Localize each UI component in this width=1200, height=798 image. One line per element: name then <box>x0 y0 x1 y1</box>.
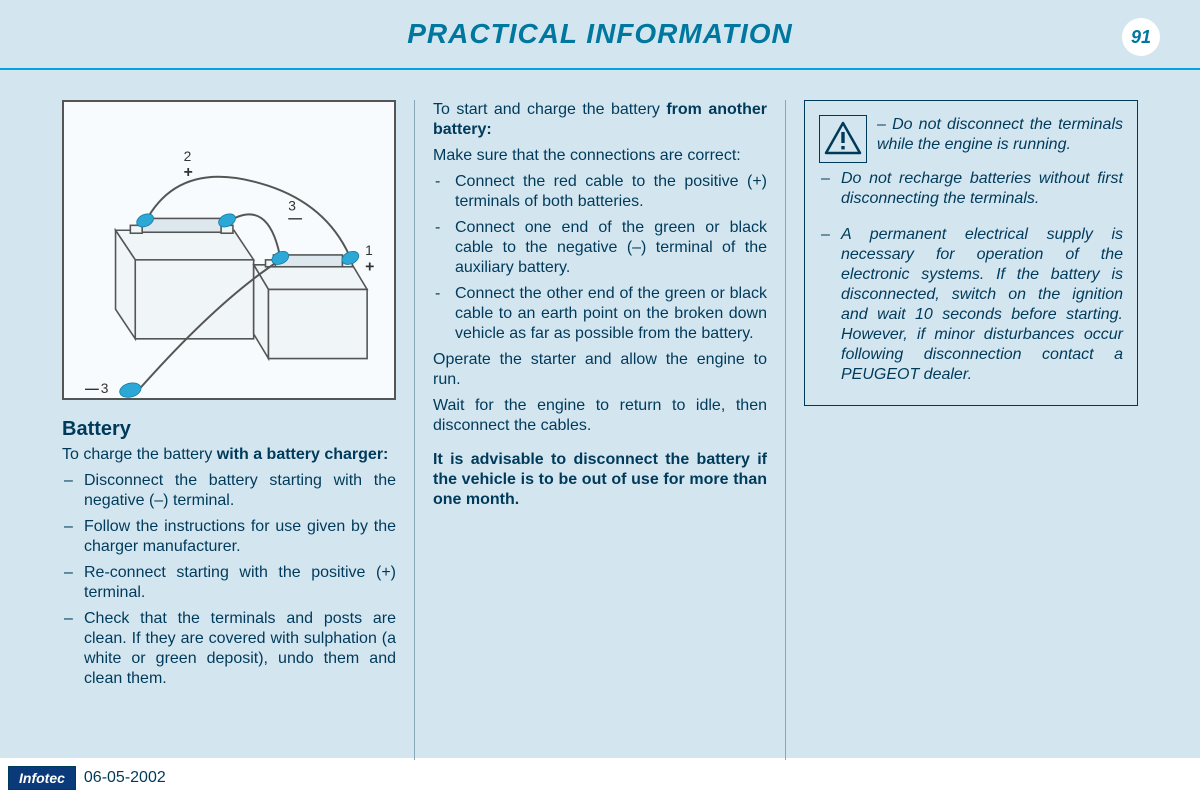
list-item: Connect one end of the green or black ca… <box>433 218 767 278</box>
col2-p2: Wait for the engine to return to idle, t… <box>433 396 767 436</box>
svg-text:+: + <box>184 164 193 181</box>
warning-box: – Do not disconnect the terminals while … <box>804 100 1138 406</box>
battery-diagram-svg: 2 + 3 — 1 + — 3 <box>64 102 394 398</box>
col2-advice-text: It is advisable to disconnect the batter… <box>433 451 767 508</box>
svg-text:—: — <box>288 209 302 225</box>
warning-first-text: Do not disconnect the terminals while th… <box>877 116 1123 153</box>
col2-p1: Operate the starter and allow the engine… <box>433 350 767 390</box>
list-item: Disconnect the battery starting with the… <box>62 471 396 511</box>
svg-text:2: 2 <box>184 148 192 164</box>
svg-text:+: + <box>365 259 374 276</box>
svg-text:1: 1 <box>365 242 373 258</box>
list-item: Re-connect starting with the positive (+… <box>62 563 396 603</box>
col1-intro-a: To charge the battery <box>62 446 217 463</box>
list-item: Check that the terminals and posts are c… <box>62 609 396 689</box>
col1-intro: To charge the battery with a battery cha… <box>62 445 396 465</box>
list-item: Connect the red cable to the positive (+… <box>433 172 767 212</box>
col2-intro2: Make sure that the connections are corre… <box>433 146 767 166</box>
col2-intro-a: To start and charge the battery <box>433 101 666 118</box>
col2-list: Connect the red cable to the positive (+… <box>433 172 767 344</box>
section-title-battery: Battery <box>62 418 396 441</box>
list-item: A permanent electrical supply is necessa… <box>819 225 1123 385</box>
page-footer: Infotec 06-05-2002 <box>8 766 166 790</box>
list-item: Do not recharge batteries without first … <box>819 169 1123 209</box>
column-divider <box>785 100 786 760</box>
warning-list: Do not recharge batteries without first … <box>819 169 1123 385</box>
col1-list: Disconnect the battery starting with the… <box>62 471 396 689</box>
page-title: PRACTICAL INFORMATION <box>407 18 793 50</box>
column-left: 2 + 3 — 1 + — 3 Battery To charge the ba… <box>48 100 410 760</box>
col1-intro-b: with a battery charger: <box>217 446 389 463</box>
footer-date: 06-05-2002 <box>84 769 166 787</box>
column-middle: To start and charge the battery from ano… <box>419 100 781 760</box>
list-item: Follow the instructions for use given by… <box>62 517 396 557</box>
content-area: 2 + 3 — 1 + — 3 Battery To charge the ba… <box>0 70 1200 760</box>
svg-text:3: 3 <box>101 380 109 396</box>
column-right: – Do not disconnect the terminals while … <box>790 100 1152 760</box>
list-item: Connect the other end of the green or bl… <box>433 284 767 344</box>
svg-text:—: — <box>85 380 99 396</box>
column-divider <box>414 100 415 760</box>
page-number-badge: 91 <box>1122 18 1160 56</box>
col2-advice: It is advisable to disconnect the batter… <box>433 450 767 510</box>
battery-diagram: 2 + 3 — 1 + — 3 <box>62 100 396 400</box>
infotec-badge: Infotec <box>8 766 76 790</box>
warning-icon <box>819 115 867 163</box>
col2-intro: To start and charge the battery from ano… <box>433 100 767 140</box>
page-header: PRACTICAL INFORMATION 91 <box>0 0 1200 70</box>
warning-first-bullet: – <box>877 116 892 133</box>
